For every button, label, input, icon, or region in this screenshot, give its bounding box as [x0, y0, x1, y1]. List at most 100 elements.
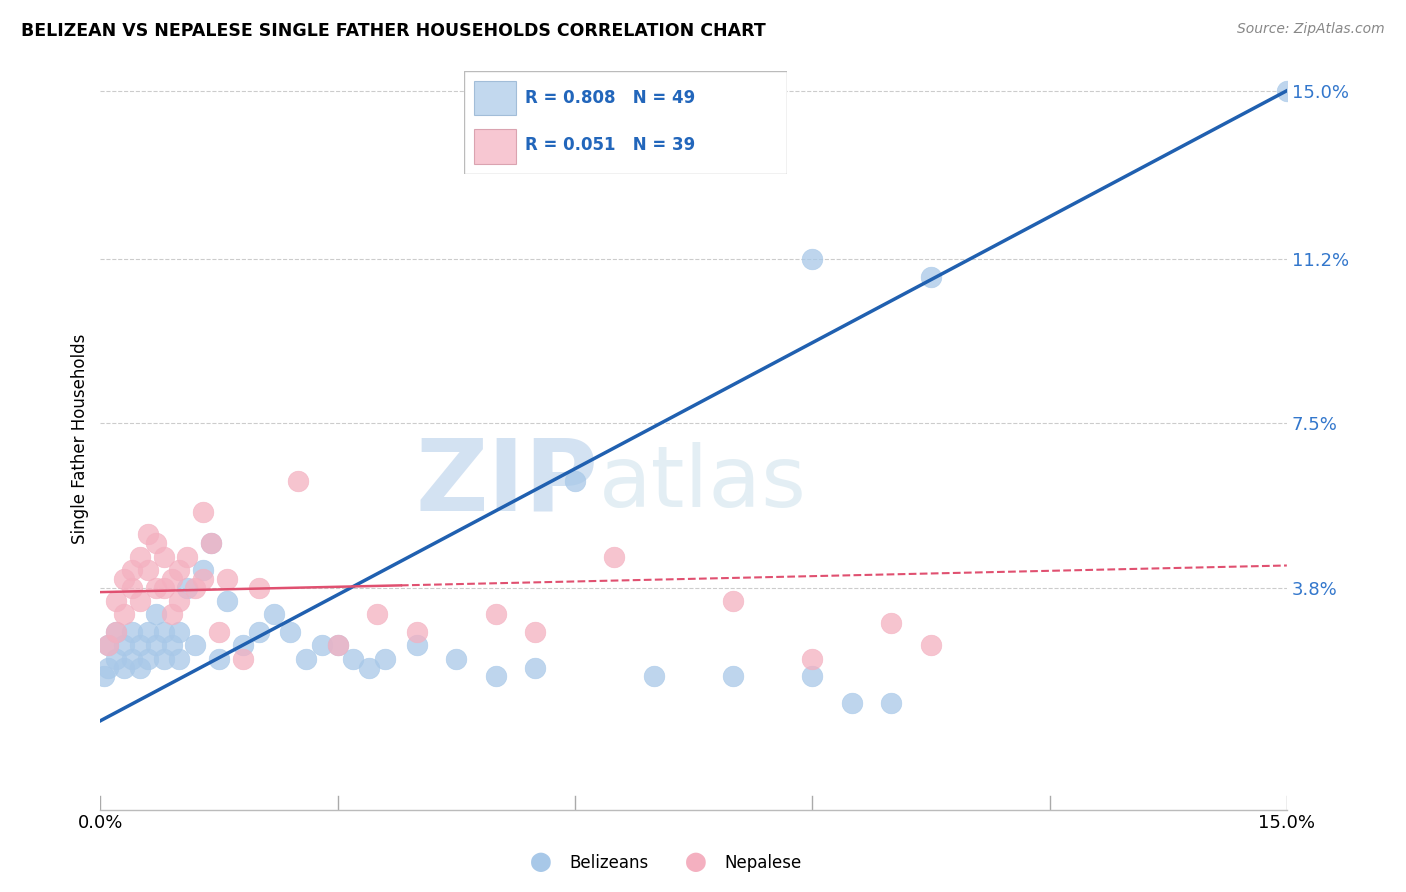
Point [121, 625, 143, 640]
Point [93, 669, 115, 683]
Point [136, 527, 159, 541]
Point [232, 651, 254, 665]
Point [342, 651, 364, 665]
Text: BELIZEAN VS NEPALESE SINGLE FATHER HOUSEHOLDS CORRELATION CHART: BELIZEAN VS NEPALESE SINGLE FATHER HOUSE… [21, 22, 766, 40]
Point [145, 581, 167, 595]
Point [326, 638, 349, 652]
Point [278, 625, 301, 640]
Point [801, 651, 824, 665]
Point [184, 581, 207, 595]
Point [176, 581, 198, 595]
Point [215, 594, 238, 608]
Point [145, 536, 167, 550]
Point [880, 696, 903, 710]
Point [524, 660, 547, 674]
Point [721, 594, 744, 608]
Point [215, 572, 238, 586]
Point [129, 594, 152, 608]
Point [359, 660, 381, 674]
Point [160, 572, 183, 586]
Point [160, 638, 183, 652]
Point [145, 607, 167, 622]
Point [152, 581, 174, 595]
Point [184, 638, 207, 652]
Text: ⬤: ⬤ [685, 853, 707, 872]
Point [247, 581, 270, 595]
Point [374, 651, 396, 665]
Point [326, 638, 349, 652]
Point [446, 651, 468, 665]
Point [136, 563, 159, 577]
Point [295, 651, 318, 665]
Text: atlas: atlas [599, 442, 807, 525]
Point [169, 594, 191, 608]
Point [485, 607, 508, 622]
FancyBboxPatch shape [474, 128, 516, 163]
Point [176, 549, 198, 564]
Point [97, 638, 120, 652]
Point [145, 638, 167, 652]
Point [112, 572, 135, 586]
Text: Source: ZipAtlas.com: Source: ZipAtlas.com [1237, 22, 1385, 37]
Point [405, 625, 427, 640]
Point [247, 625, 270, 640]
Point [97, 638, 120, 652]
Point [105, 651, 128, 665]
Y-axis label: Single Father Households: Single Father Households [72, 334, 89, 544]
Point [287, 474, 309, 488]
Text: Belizeans: Belizeans [569, 855, 648, 872]
Point [366, 607, 388, 622]
Point [920, 638, 942, 652]
Point [801, 252, 824, 267]
Point [841, 696, 863, 710]
Point [193, 505, 215, 519]
Point [169, 651, 191, 665]
Point [112, 660, 135, 674]
Point [105, 625, 128, 640]
Point [200, 536, 222, 550]
Point [200, 536, 222, 550]
FancyBboxPatch shape [474, 80, 516, 115]
Point [129, 638, 152, 652]
Point [121, 581, 143, 595]
Point [136, 625, 159, 640]
Text: Nepalese: Nepalese [724, 855, 801, 872]
Point [1275, 84, 1298, 98]
Point [485, 669, 508, 683]
Text: ZIP: ZIP [416, 435, 599, 532]
Point [121, 563, 143, 577]
Point [920, 270, 942, 285]
Point [405, 638, 427, 652]
Point [193, 572, 215, 586]
Point [152, 651, 174, 665]
Point [136, 651, 159, 665]
Point [112, 607, 135, 622]
Point [152, 625, 174, 640]
Point [311, 638, 333, 652]
Point [160, 607, 183, 622]
Point [564, 474, 586, 488]
Point [129, 549, 152, 564]
Text: ⬤: ⬤ [530, 853, 553, 872]
Point [97, 660, 120, 674]
Point [169, 625, 191, 640]
Point [208, 651, 231, 665]
Point [208, 625, 231, 640]
Point [152, 549, 174, 564]
Point [524, 625, 547, 640]
Point [105, 625, 128, 640]
Point [603, 549, 626, 564]
FancyBboxPatch shape [464, 71, 787, 174]
Text: R = 0.808   N = 49: R = 0.808 N = 49 [526, 89, 696, 107]
Point [263, 607, 285, 622]
Text: R = 0.051   N = 39: R = 0.051 N = 39 [526, 136, 696, 154]
Point [193, 563, 215, 577]
Point [112, 638, 135, 652]
Point [121, 651, 143, 665]
Point [129, 660, 152, 674]
Point [643, 669, 665, 683]
Point [105, 594, 128, 608]
Point [721, 669, 744, 683]
Point [880, 616, 903, 631]
Point [169, 563, 191, 577]
